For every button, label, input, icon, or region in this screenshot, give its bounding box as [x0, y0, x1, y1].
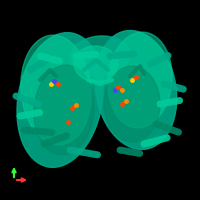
Ellipse shape [70, 36, 130, 76]
Ellipse shape [95, 31, 177, 149]
Ellipse shape [104, 66, 160, 142]
Ellipse shape [17, 33, 103, 167]
Ellipse shape [21, 35, 91, 145]
Ellipse shape [74, 46, 118, 82]
Ellipse shape [108, 32, 172, 128]
Ellipse shape [34, 65, 94, 155]
